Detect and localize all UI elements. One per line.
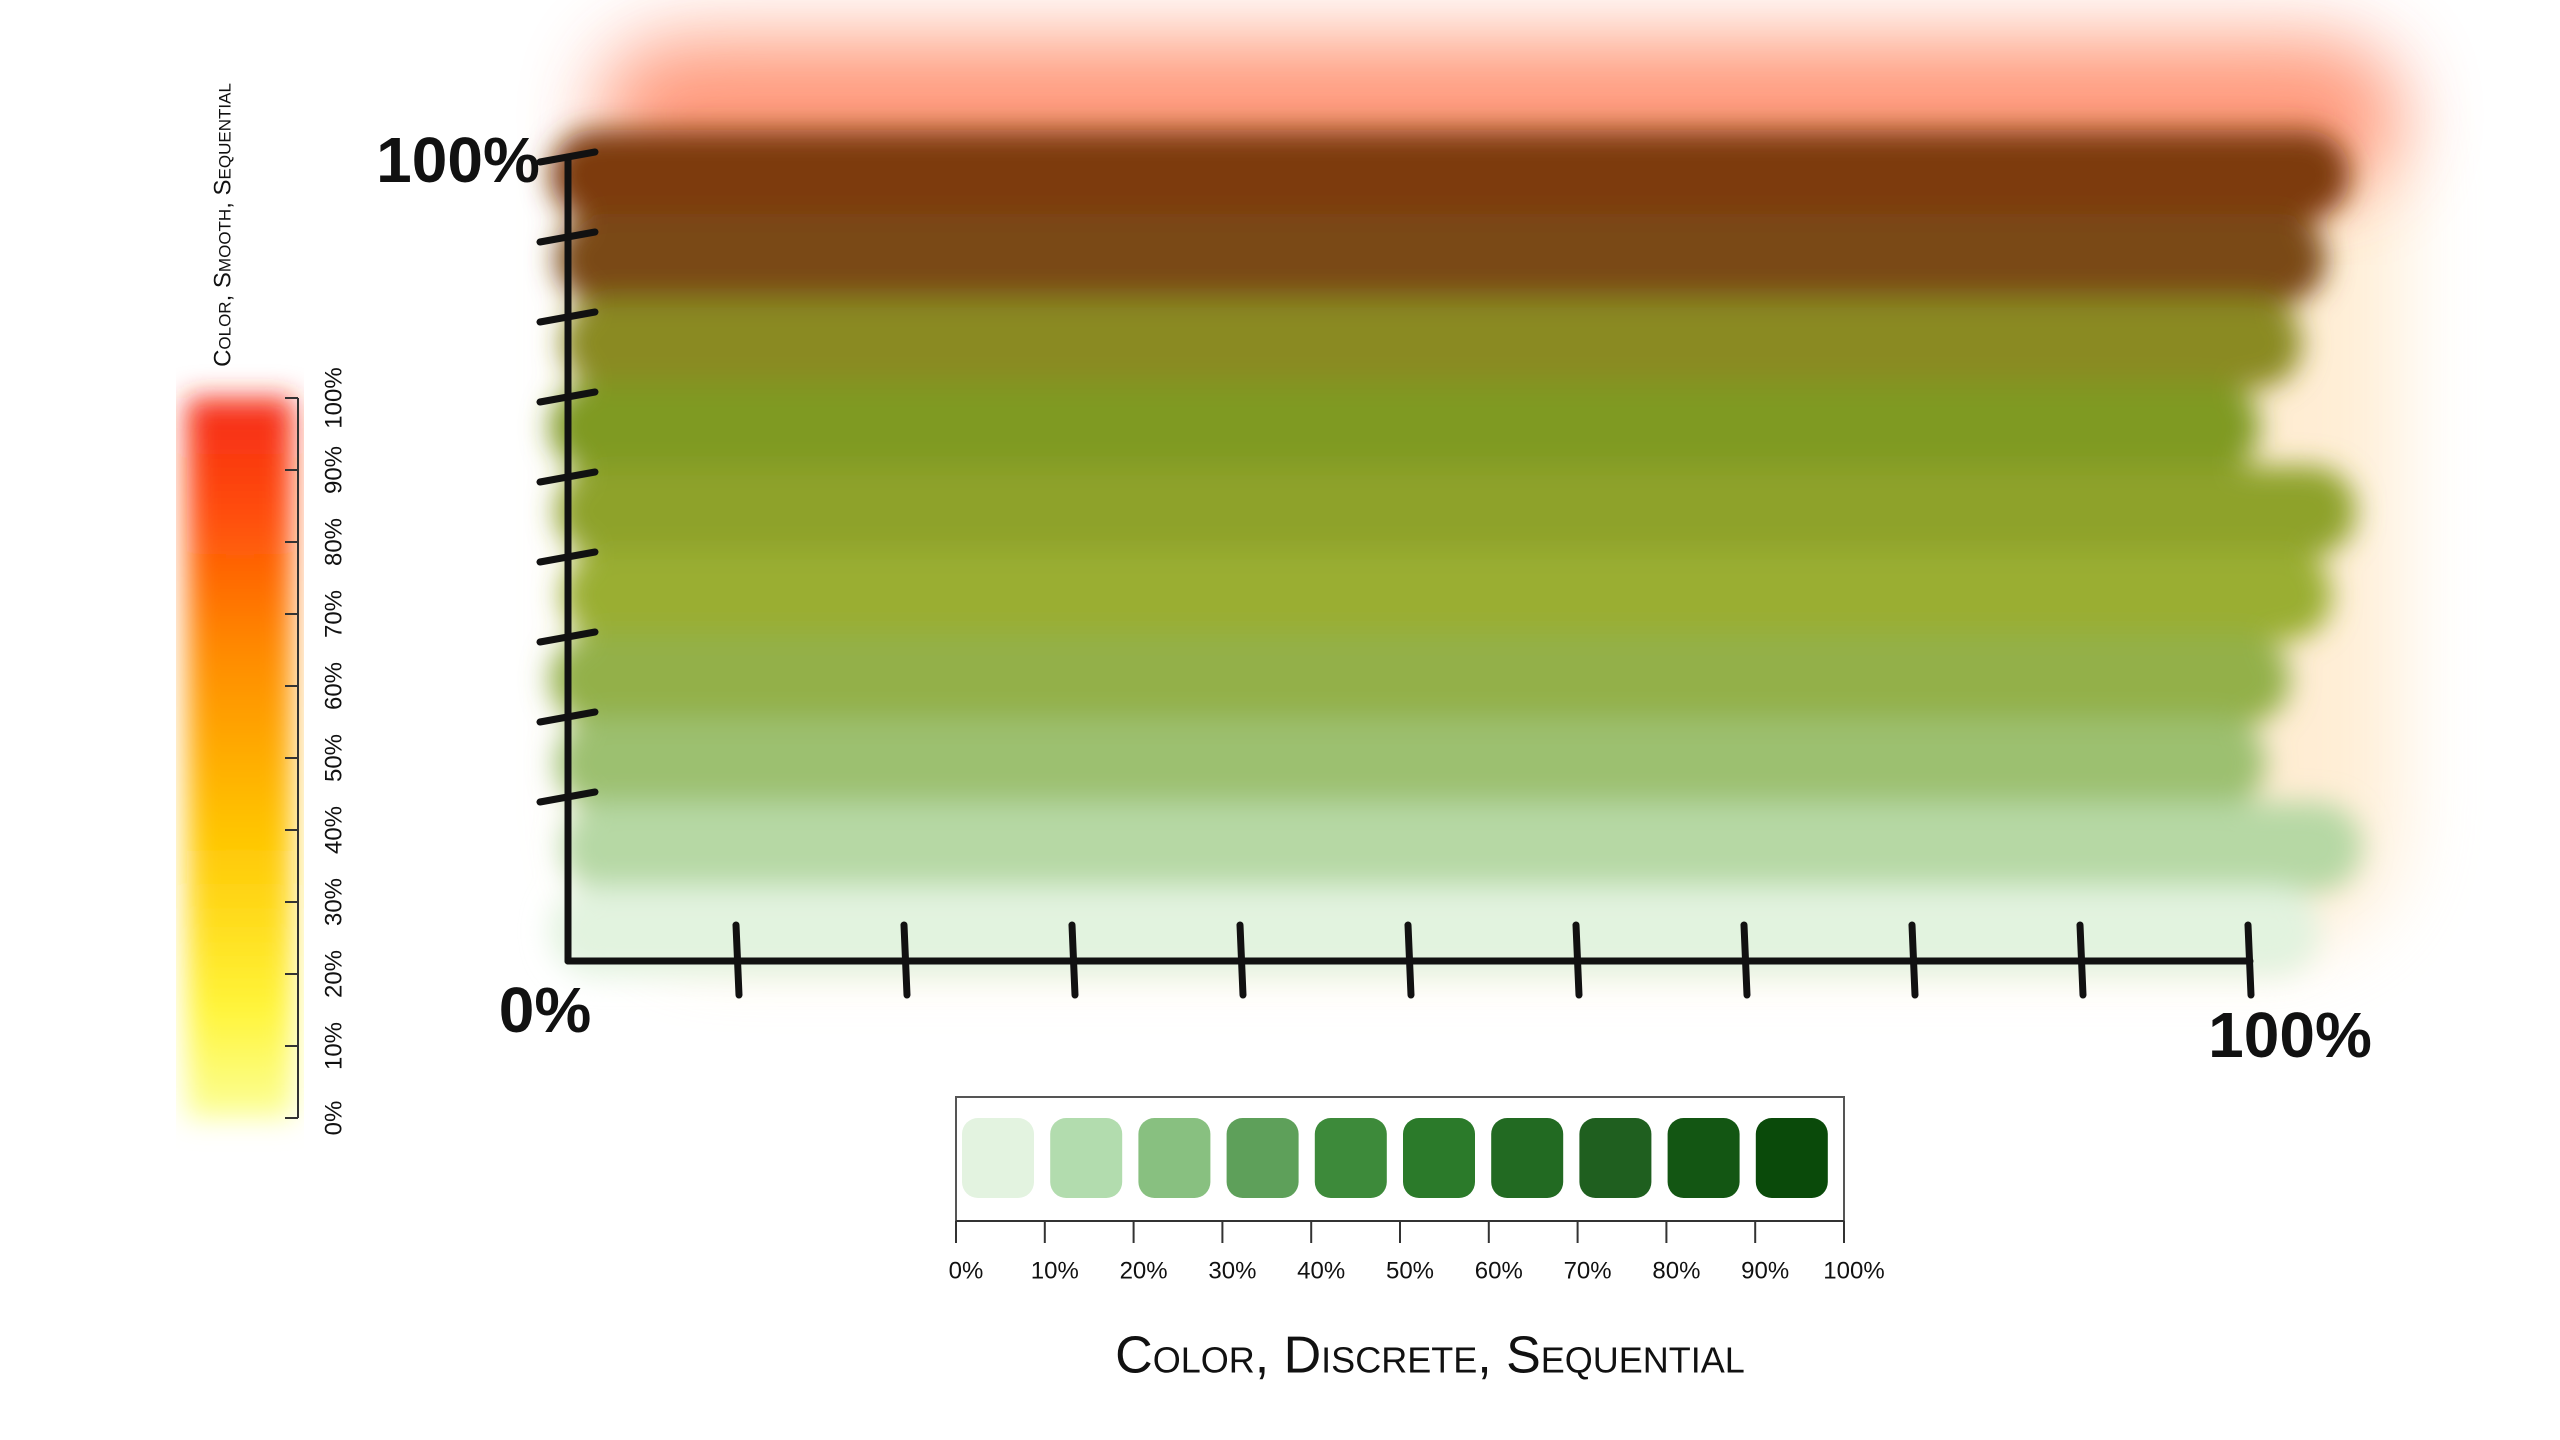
heat-band	[550, 382, 2260, 472]
discrete-tick-label: 10%	[1031, 1257, 1079, 1284]
discrete-tick-label: 20%	[1120, 1257, 1168, 1284]
discrete-ticks: 0% 10% 20% 30% 40% 50% 60% 70% 80% 90% 100%	[949, 1221, 1885, 1284]
swatch	[1138, 1118, 1211, 1198]
x-tick	[2244, 921, 2255, 999]
smooth-tick-label: 10%	[320, 1022, 347, 1070]
origin-label: 0%	[499, 974, 592, 1046]
heat-band	[562, 550, 2332, 640]
swatch	[1226, 1118, 1299, 1198]
discrete-tick-label: 70%	[1564, 1257, 1612, 1284]
x-tick	[2076, 921, 2087, 999]
smooth-tick-label: 40%	[320, 806, 347, 854]
discrete-tick-label: 30%	[1208, 1257, 1256, 1284]
smooth-tick-label: 70%	[320, 590, 347, 638]
smooth-gradient	[187, 398, 293, 1118]
swatch	[1579, 1118, 1652, 1198]
y-tick	[536, 468, 599, 486]
x-tick	[1908, 921, 1919, 999]
swatch	[1403, 1118, 1475, 1198]
discrete-tick-label: 90%	[1741, 1257, 1789, 1284]
x-tick	[1236, 921, 1247, 999]
smooth-tick-label: 20%	[320, 950, 347, 998]
x-tick	[1740, 921, 1751, 999]
discrete-tick-label: 100%	[1823, 1257, 1884, 1284]
y-tick	[536, 708, 599, 726]
heat-bands	[550, 130, 2362, 976]
swatch	[1667, 1118, 1740, 1198]
discrete-legend-title: Color, Discrete, Sequential	[1115, 1327, 1745, 1385]
x-tick	[1068, 921, 1079, 999]
smooth-tick-label: 80%	[320, 518, 347, 566]
y-tick	[536, 388, 599, 406]
discrete-tick-label: 60%	[1475, 1257, 1523, 1284]
smooth-tick-label: 50%	[320, 734, 347, 782]
discrete-tick-label: 50%	[1386, 1257, 1434, 1284]
smooth-tick-label: 60%	[320, 662, 347, 710]
heat-band	[562, 802, 2362, 892]
x-end-label: 100%	[2208, 999, 2372, 1071]
discrete-tick-label: 80%	[1652, 1257, 1700, 1284]
smooth-ticks: 0% 10% 20% 30% 40% 50% 60% 70% 80% 90% 100%	[285, 367, 347, 1135]
y-tick	[536, 228, 599, 246]
smooth-tick-label: 0%	[320, 1101, 347, 1136]
swatch	[1755, 1118, 1828, 1198]
heat-band	[556, 466, 2356, 556]
discrete-tick-label: 0%	[949, 1257, 984, 1284]
x-tick	[1404, 921, 1415, 999]
smooth-tick-label: 100%	[320, 367, 347, 428]
x-tick	[1572, 921, 1583, 999]
y-top-label: 100%	[376, 124, 540, 196]
smooth-tick-label: 90%	[320, 446, 347, 494]
swatch	[962, 1118, 1034, 1198]
swatch	[1314, 1118, 1387, 1198]
y-tick	[536, 308, 599, 326]
swatch	[1050, 1118, 1123, 1198]
y-tick	[536, 148, 599, 166]
main-axes	[536, 148, 2255, 999]
discrete-swatches	[962, 1118, 1828, 1198]
swatch	[1491, 1118, 1564, 1198]
heat-band	[550, 130, 2350, 220]
x-tick	[732, 921, 743, 999]
heat-band	[556, 214, 2326, 304]
y-tick	[536, 788, 599, 806]
heat-band	[550, 886, 2320, 976]
smooth-legend-title: Color, Smooth, Sequential	[209, 83, 236, 367]
y-tick	[536, 548, 599, 566]
y-tick	[536, 628, 599, 646]
heat-band	[550, 634, 2290, 724]
discrete-tick-label: 40%	[1297, 1257, 1345, 1284]
axis-ticks	[536, 148, 2255, 999]
smooth-tick-label: 30%	[320, 878, 347, 926]
x-tick	[900, 921, 911, 999]
heat-band	[556, 718, 2266, 808]
heat-band	[562, 298, 2302, 388]
